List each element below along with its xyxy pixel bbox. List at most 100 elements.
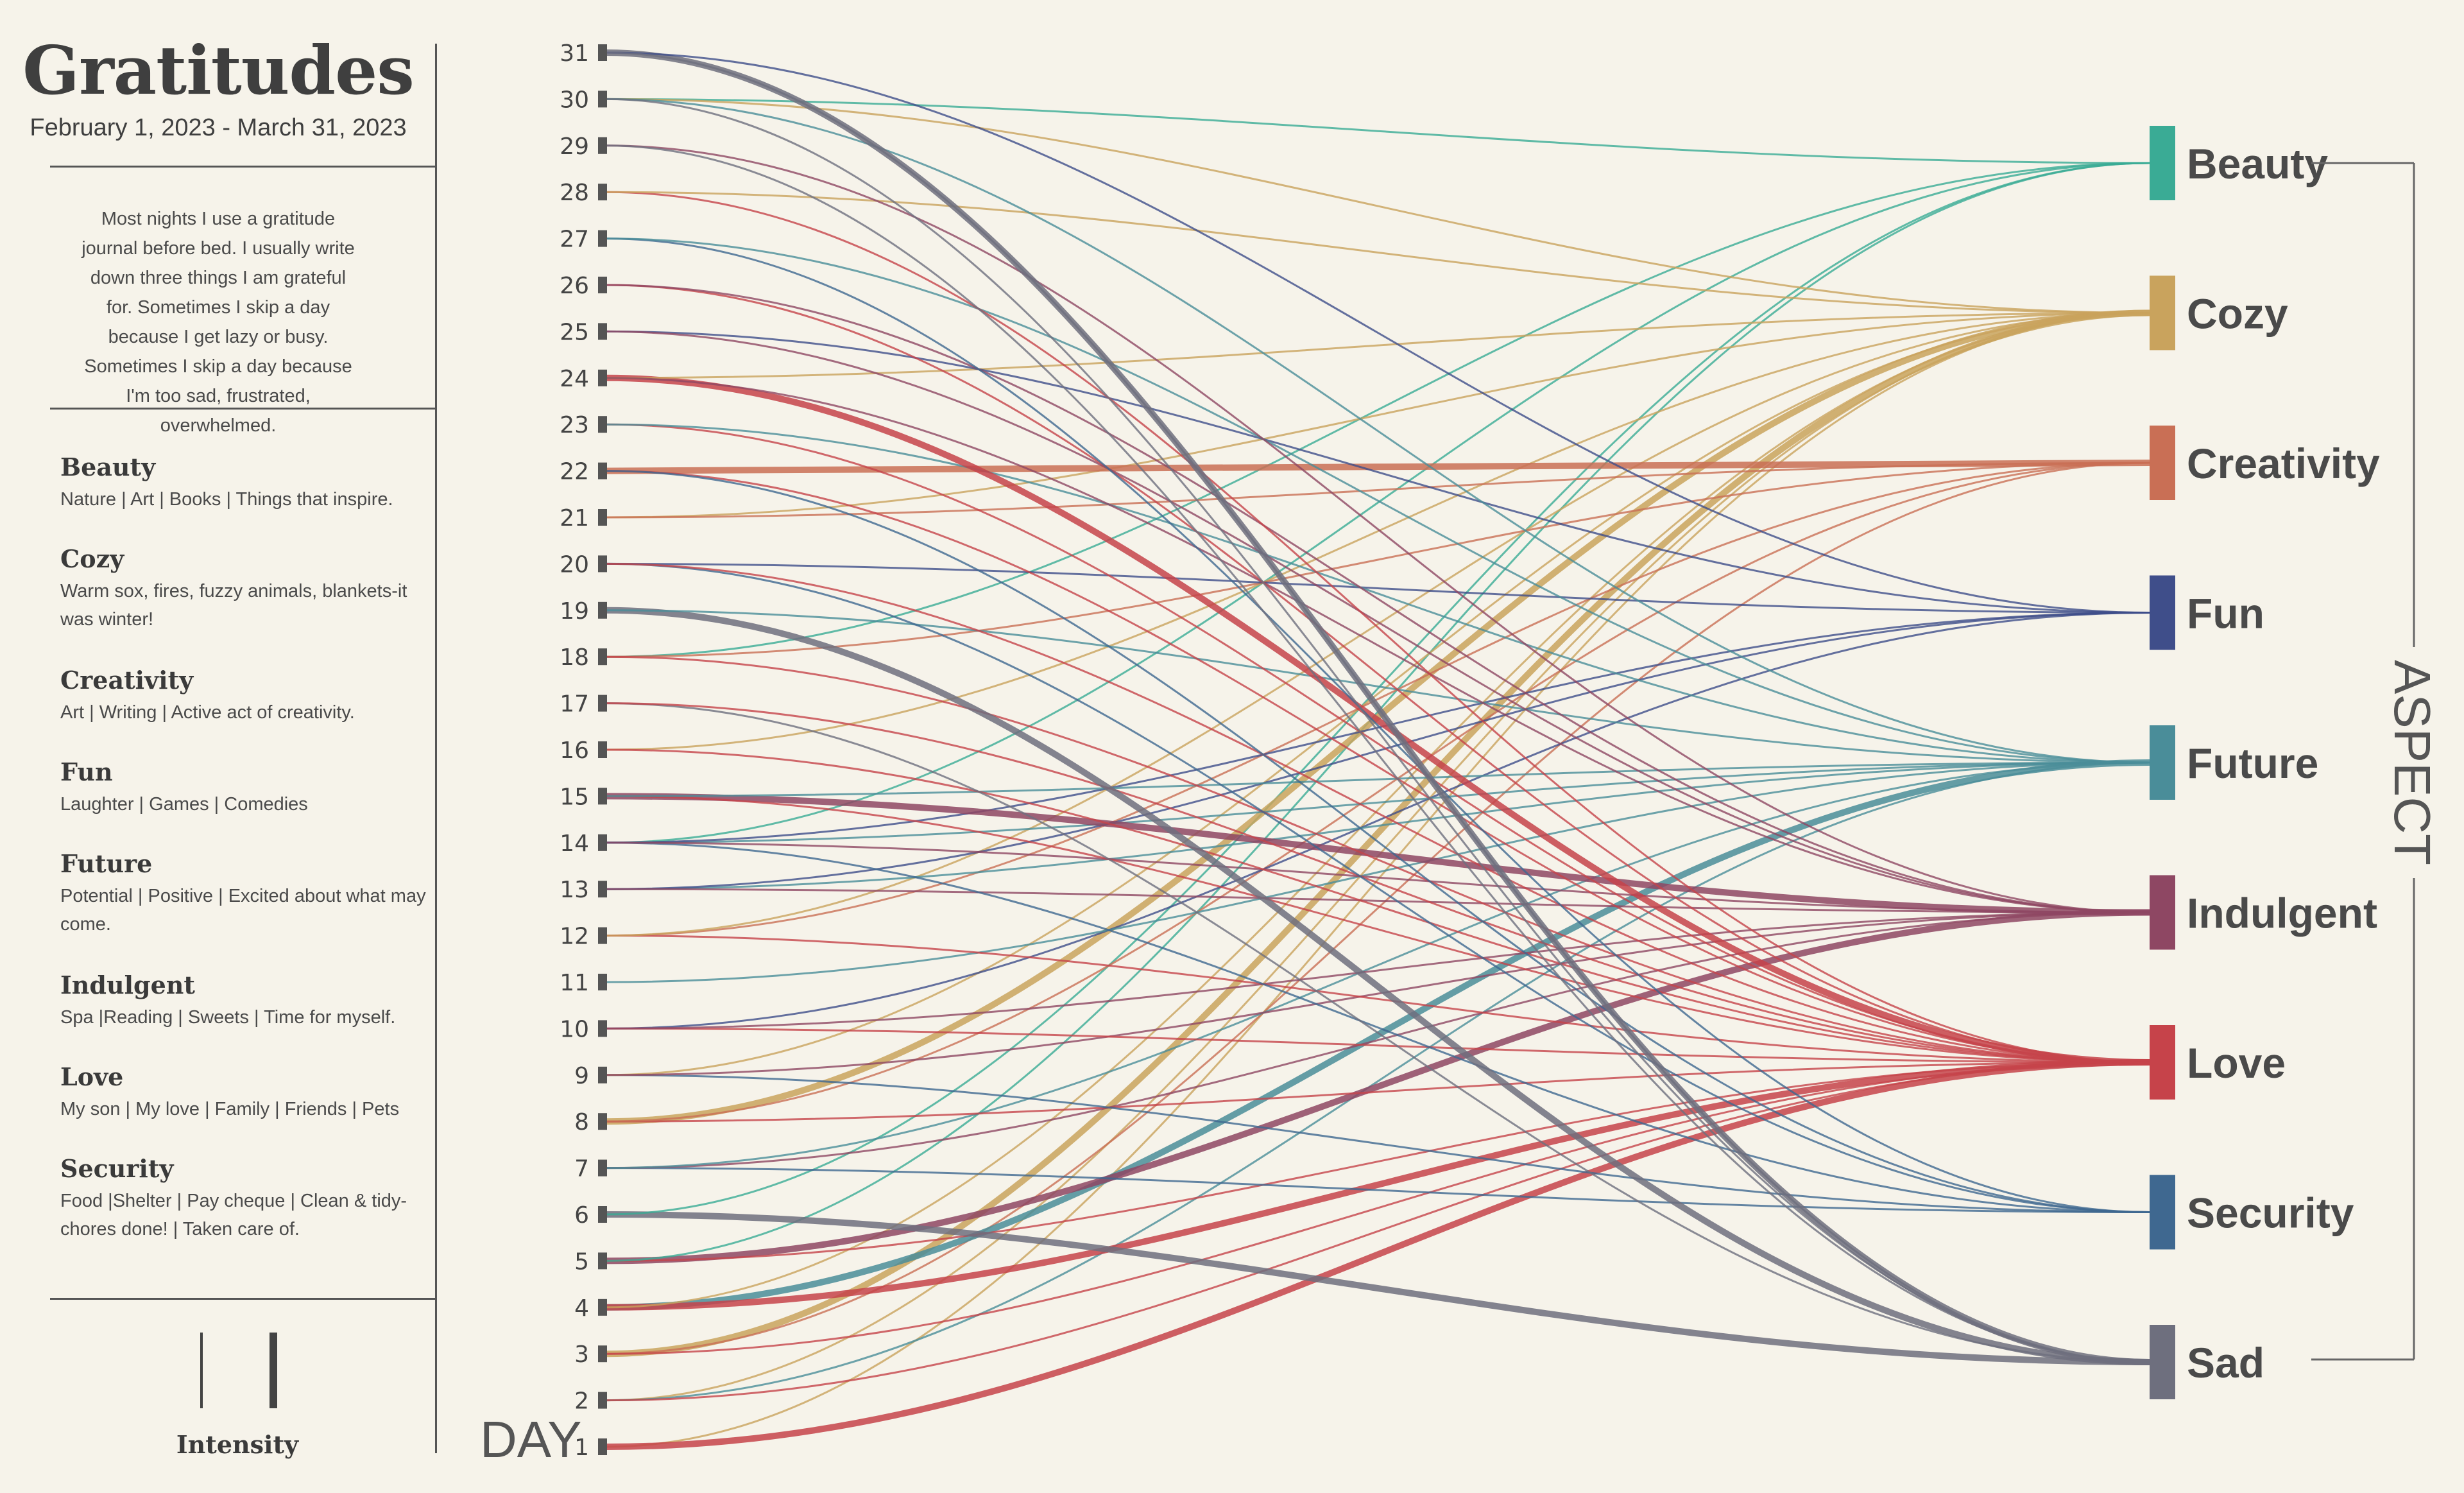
day-label-9: 9 <box>574 1063 589 1089</box>
page-title: Gratitudes <box>22 31 415 110</box>
link-day-31-sad <box>605 51 2150 1363</box>
link-day-26-love <box>605 284 2150 1064</box>
legend-item-future: Future Potential | Positive | Excited ab… <box>60 850 426 938</box>
aspect-node-beauty <box>2150 126 2175 200</box>
day-tick-22 <box>598 462 607 479</box>
link-day-23-future <box>605 423 2150 764</box>
day-tick-20 <box>598 555 607 573</box>
link-day-8-creativity <box>605 462 2150 1123</box>
day-tick-29 <box>598 137 607 154</box>
link-day-16-love <box>605 748 2150 1064</box>
link-day-12-creativity <box>605 462 2150 937</box>
day-tick-17 <box>598 695 607 712</box>
link-day-28-love <box>605 191 2150 1064</box>
intensity-thick-swatch <box>270 1333 277 1408</box>
link-day-15-indulgent <box>605 793 2150 916</box>
day-label-3: 3 <box>574 1342 589 1368</box>
link-day-18-beauty <box>605 162 2150 658</box>
legend-item-indulgent: Indulgent Spa |Reading | Sweets | Time f… <box>60 971 426 1031</box>
link-day-22-creativity <box>605 460 2150 474</box>
legend-description: Potential | Positive | Excited about wha… <box>60 886 426 935</box>
link-day-4-future <box>605 759 2150 1311</box>
link-day-6-beauty <box>605 162 2150 1216</box>
aspect-label-creativity: Creativity <box>2187 440 2380 487</box>
link-day-24-cozy <box>605 312 2150 379</box>
link-day-25-indulgent <box>605 330 2150 913</box>
legend-name: Fun <box>60 757 113 786</box>
sidebar-divider <box>435 44 437 1453</box>
link-day-3-love <box>605 1061 2150 1355</box>
link-day-17-love <box>605 702 2150 1064</box>
day-label-10: 10 <box>560 1016 589 1042</box>
aspect-label-fun: Fun <box>2187 590 2264 637</box>
aspect-node-sad <box>2150 1325 2175 1399</box>
day-tick-6 <box>598 1206 607 1223</box>
aspect-node-creativity <box>2150 426 2175 500</box>
legend-description: Warm sox, fires, fuzzy animals, blankets… <box>60 581 407 630</box>
day-ticks-layer: 1234567891011121314151617181920212223242… <box>560 40 607 1461</box>
link-day-9-indulgent <box>605 911 2150 1076</box>
aspect-node-cozy <box>2150 275 2175 350</box>
day-tick-23 <box>598 416 607 433</box>
legend-item-creativity: Creativity Art | Writing | Active act of… <box>60 666 426 727</box>
day-tick-1 <box>598 1438 607 1455</box>
link-day-18-love <box>605 655 2150 1064</box>
link-day-4-cozy <box>605 312 2150 1309</box>
legend-item-love: Love My son | My love | Family | Friends… <box>60 1063 426 1123</box>
aspect-label-beauty: Beauty <box>2187 140 2328 187</box>
divider <box>50 166 435 168</box>
link-day-17-sad <box>605 702 2150 1363</box>
divider <box>50 408 435 410</box>
divider <box>50 1298 435 1300</box>
link-day-30-future <box>605 98 2150 764</box>
day-tick-27 <box>598 230 607 247</box>
link-day-12-love <box>605 935 2150 1064</box>
aspect-node-indulgent <box>2150 875 2175 950</box>
aspect-nodes-layer: Beauty Cozy Creativity Fun Future Indulgent Lo… <box>2150 126 2380 1399</box>
day-label-5: 5 <box>574 1248 589 1275</box>
day-label-27: 27 <box>560 227 589 253</box>
link-day-2-love <box>605 1061 2150 1402</box>
legend-name: Cozy <box>60 544 124 573</box>
link-day-7-future <box>605 761 2150 1169</box>
day-label-1: 1 <box>574 1435 589 1461</box>
link-day-5-indulgent <box>605 909 2150 1264</box>
legend-name: Security <box>60 1154 174 1183</box>
link-day-13-fun <box>605 612 2150 890</box>
aspect-node-future <box>2150 725 2175 800</box>
day-label-13: 13 <box>560 877 589 903</box>
day-tick-8 <box>598 1113 607 1130</box>
link-day-24-indulgent <box>605 377 2150 913</box>
link-day-12-cozy <box>605 312 2150 937</box>
day-label-20: 20 <box>560 551 589 578</box>
legend-name: Love <box>60 1062 124 1091</box>
link-day-6-sad <box>605 1211 2150 1365</box>
day-tick-13 <box>598 881 607 898</box>
link-day-15-future <box>605 761 2150 797</box>
link-day-29-sad <box>605 144 2150 1363</box>
day-label-14: 14 <box>560 831 589 857</box>
day-tick-19 <box>598 601 607 619</box>
sidebar: Gratitudes February 1, 2023 - March 31, … <box>0 0 437 1493</box>
day-tick-30 <box>598 91 607 108</box>
day-tick-18 <box>598 648 607 666</box>
link-day-7-security <box>605 1167 2150 1213</box>
day-label-16: 16 <box>560 738 589 764</box>
day-label-22: 22 <box>560 459 589 485</box>
day-tick-10 <box>598 1020 607 1037</box>
legend-item-security: Security Food |Shelter | Pay cheque | Cl… <box>60 1155 426 1243</box>
link-day-11-future <box>605 761 2150 983</box>
link-day-10-love <box>605 1027 2150 1064</box>
link-day-3-creativity <box>605 462 2150 1355</box>
link-day-15-love <box>605 795 2150 1064</box>
link-day-1-love <box>605 1059 2150 1450</box>
aspect-node-security <box>2150 1175 2175 1250</box>
day-label-23: 23 <box>560 412 589 438</box>
link-day-2-future <box>605 761 2150 1402</box>
day-label-26: 26 <box>560 273 589 299</box>
day-label-24: 24 <box>560 366 589 392</box>
link-day-10-fun <box>605 612 2150 1030</box>
legend-name: Future <box>60 849 153 878</box>
day-tick-4 <box>598 1299 607 1316</box>
